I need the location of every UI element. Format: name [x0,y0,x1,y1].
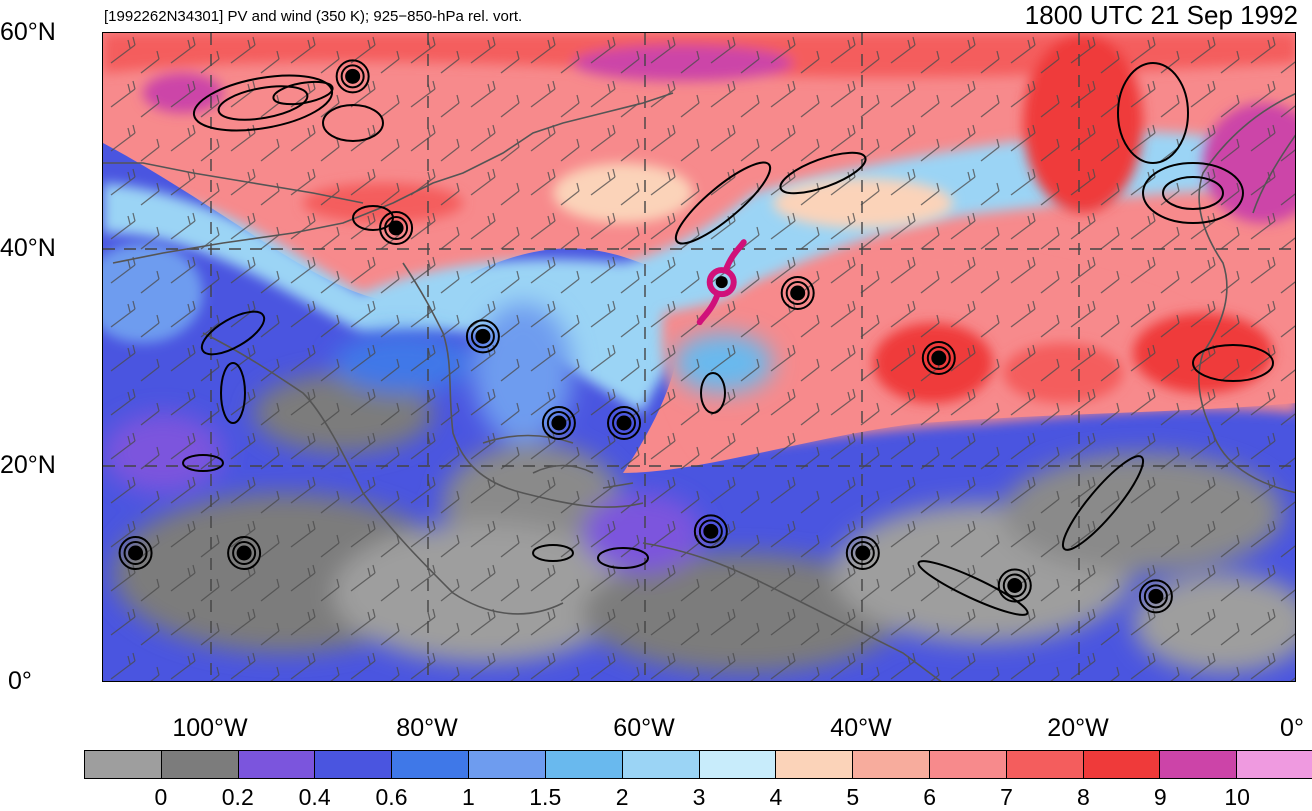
lat-label-0: 0° [8,667,32,695]
vorticity-center [335,59,370,94]
colorbar-level-label: 0 [154,784,168,810]
vorticity-center [607,406,642,440]
coastlines [103,92,1295,681]
vorticity-center [118,536,153,570]
tropical-storm-icon [696,239,747,326]
colorbar-level-label: 7 [1000,784,1013,810]
lon-label-20w: 20°W [1047,714,1109,742]
pv-field [103,33,1295,681]
colorbar-level-label: 1 [461,784,475,810]
colorbar-level-label: 8 [1076,784,1090,810]
lat-label-20n: 20°N [0,451,56,479]
lat-label-40n: 40°N [0,234,56,262]
map-panel [102,32,1296,682]
vorticity-centers [118,59,1173,614]
colorbar-swatch-11 [929,751,1007,778]
colorbar-swatch-6 [545,751,623,778]
map-title-right: 1800 UTC 21 Sep 1992 [1024,0,1298,30]
colorbar-swatch-0 [85,751,162,778]
vorticity-center [921,341,956,375]
colorbar-level-label: 1.5 [529,784,562,810]
vorticity-center [541,406,576,440]
colorbar-swatch-2 [238,751,316,778]
vorticity-center [379,211,414,245]
colorbar-swatch-3 [315,751,393,778]
vorticity-center [780,276,815,310]
colorbar-swatch-15 [1237,751,1312,778]
colorbar-swatch-8 [699,751,777,778]
map-title-left: [1992262N34301] PV and wind (350 K); 925… [104,8,523,25]
vorticity-contours [182,62,1274,616]
map-canvas [103,33,1295,681]
colorbar-level-label: 2 [615,784,629,810]
colorbar-level-label: 0.4 [298,784,331,810]
colorbar-level-label: 0.2 [221,784,254,810]
colorbar-level-label: 0.6 [375,784,408,810]
lon-label-100w: 100°W [172,714,248,742]
vorticity-center [465,319,500,354]
colorbar-swatch-4 [392,751,470,778]
vorticity-center [1138,579,1173,614]
colorbar-swatch-5 [469,751,546,778]
colorbar-swatch-14 [1160,751,1238,778]
colorbar-level-label: 9 [1153,784,1167,810]
colorbar-swatch-10 [853,751,930,778]
colorbar-level-label: 10 [1224,784,1250,810]
colorbar-level-label: 3 [692,784,706,810]
colorbar-swatch-12 [1006,751,1084,778]
colorbar-level-label: 4 [769,784,783,810]
vorticity-center [227,536,262,570]
vorticity-center [997,568,1032,603]
colorbar-level-label: 5 [846,784,860,810]
colorbar [84,750,1312,779]
lon-label-0: 0° [1280,714,1304,742]
graticule [103,33,1295,681]
lon-label-80w: 80°W [396,714,458,742]
colorbar-level-label: 6 [923,784,937,810]
vorticity-center [845,536,880,570]
lon-label-60w: 60°W [613,714,675,742]
lat-label-60n: 60°N [0,18,56,46]
colorbar-swatch-13 [1083,751,1161,778]
colorbar-swatch-1 [161,751,239,778]
vorticity-center [693,514,728,549]
lon-label-40w: 40°W [830,714,892,742]
colorbar-swatch-9 [776,751,854,778]
colorbar-swatch-7 [622,751,700,778]
